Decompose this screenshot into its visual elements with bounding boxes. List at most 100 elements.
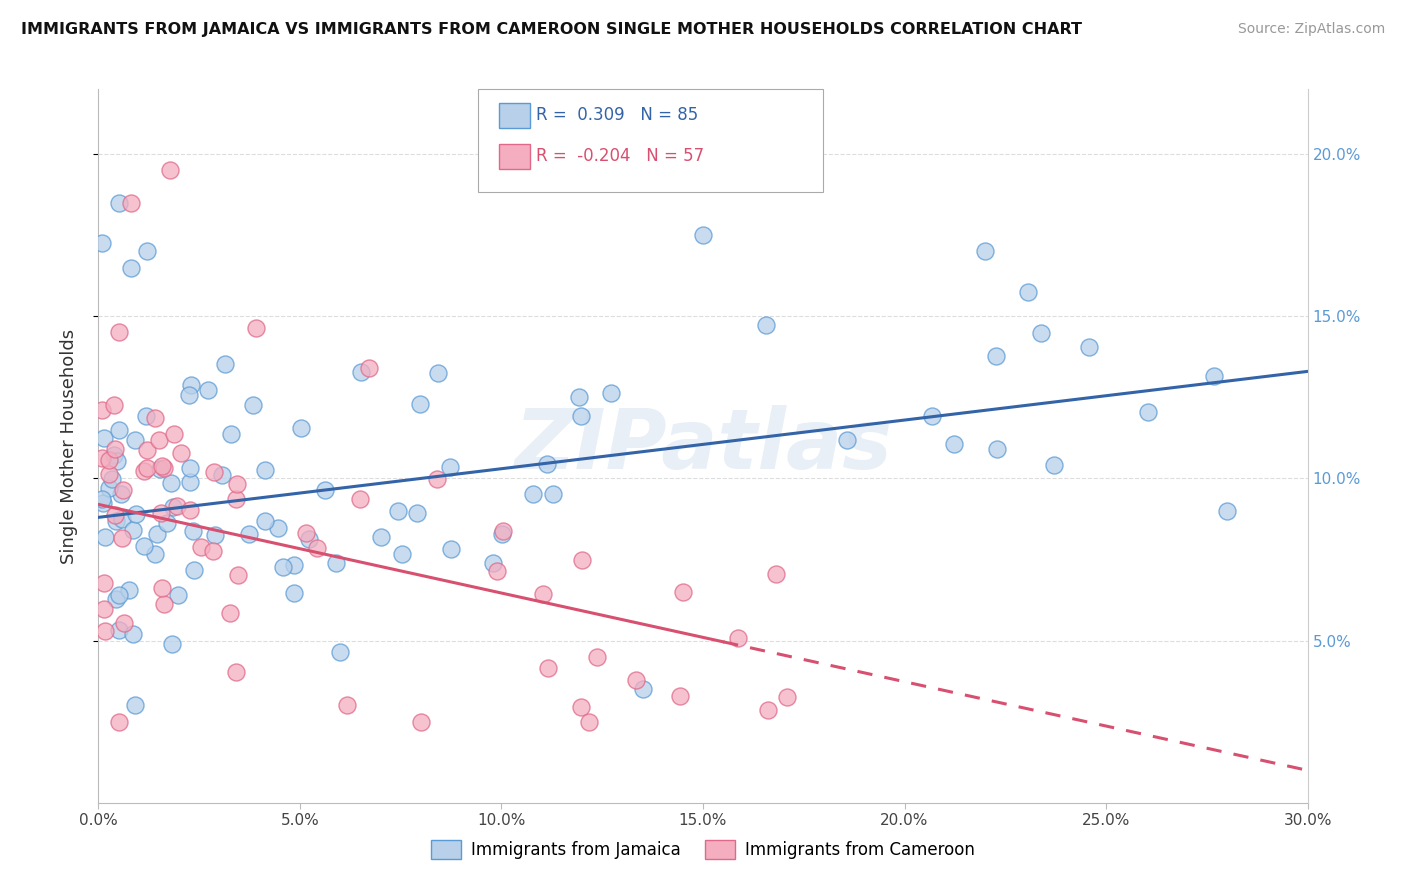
Point xyxy=(370,530,392,544)
Point xyxy=(111,531,134,545)
Point xyxy=(160,476,183,491)
Point xyxy=(942,436,965,450)
Point xyxy=(837,433,859,447)
Point xyxy=(183,563,205,577)
Point xyxy=(94,624,117,638)
Point xyxy=(357,361,380,376)
Point xyxy=(522,487,544,501)
Point xyxy=(426,472,449,486)
Point xyxy=(167,588,190,602)
Point xyxy=(150,459,173,474)
Point xyxy=(776,690,799,704)
Point xyxy=(120,195,142,210)
Point xyxy=(986,349,1008,363)
Point xyxy=(631,682,654,697)
Point xyxy=(387,504,409,518)
Point xyxy=(93,431,115,445)
Point xyxy=(568,390,591,404)
Point xyxy=(170,446,193,460)
Point xyxy=(190,540,212,554)
Legend: Immigrants from Jamaica, Immigrants from Cameroon: Immigrants from Jamaica, Immigrants from… xyxy=(425,833,981,866)
Point xyxy=(163,427,186,442)
Point xyxy=(117,583,139,598)
Point xyxy=(104,515,127,529)
Point xyxy=(93,602,115,616)
Point xyxy=(91,451,114,466)
Point xyxy=(242,398,264,412)
Point xyxy=(1137,404,1160,418)
Point xyxy=(107,195,129,210)
Point xyxy=(146,526,169,541)
Point xyxy=(1216,504,1239,518)
Point xyxy=(166,499,188,513)
Point xyxy=(219,607,242,621)
Point xyxy=(110,487,132,501)
Point xyxy=(1078,341,1101,355)
Point xyxy=(569,409,592,423)
Point xyxy=(485,564,508,578)
Point xyxy=(727,631,749,645)
Point xyxy=(204,528,226,542)
Point xyxy=(122,524,145,538)
Point xyxy=(283,558,305,573)
Point xyxy=(91,492,114,507)
Point xyxy=(427,366,450,380)
Point xyxy=(104,442,127,456)
Point xyxy=(91,402,114,417)
Point xyxy=(1202,369,1225,384)
Point xyxy=(214,357,236,371)
Point xyxy=(97,481,120,495)
Point xyxy=(143,411,166,425)
Point xyxy=(307,541,329,555)
Point xyxy=(531,586,554,600)
Point xyxy=(149,506,172,520)
Point xyxy=(120,260,142,275)
Point xyxy=(481,556,503,570)
Point xyxy=(112,483,135,498)
Point xyxy=(197,384,219,398)
Point xyxy=(986,442,1008,456)
Text: IMMIGRANTS FROM JAMAICA VS IMMIGRANTS FROM CAMEROON SINGLE MOTHER HOUSEHOLDS COR: IMMIGRANTS FROM JAMAICA VS IMMIGRANTS FR… xyxy=(21,22,1083,37)
Point xyxy=(219,426,242,441)
Point xyxy=(124,433,146,447)
Point xyxy=(297,532,319,546)
Text: Source: ZipAtlas.com: Source: ZipAtlas.com xyxy=(1237,22,1385,37)
Point xyxy=(440,542,463,557)
Point xyxy=(152,461,174,475)
Point xyxy=(668,689,690,703)
Point xyxy=(408,397,430,411)
Point xyxy=(1029,326,1052,340)
Point xyxy=(94,530,117,544)
Point xyxy=(107,623,129,637)
Point xyxy=(104,508,127,522)
Point xyxy=(136,443,159,458)
Point xyxy=(135,409,157,423)
Point xyxy=(765,567,787,582)
Point xyxy=(180,378,202,392)
Point xyxy=(134,540,156,554)
Point xyxy=(325,556,347,570)
Point xyxy=(624,673,647,688)
Text: ZIPatlas: ZIPatlas xyxy=(515,406,891,486)
Point xyxy=(98,453,121,467)
Point xyxy=(156,516,179,530)
Point xyxy=(974,244,997,259)
Point xyxy=(91,495,114,509)
Point xyxy=(145,547,167,561)
Point xyxy=(135,244,157,259)
Point xyxy=(1043,458,1066,472)
Point xyxy=(91,236,114,251)
Point xyxy=(755,318,778,332)
Point xyxy=(103,448,125,462)
Point xyxy=(225,665,247,679)
Point xyxy=(132,464,155,478)
Point xyxy=(179,503,201,517)
Point xyxy=(148,433,170,447)
Point xyxy=(104,592,127,607)
Point xyxy=(536,457,558,471)
Point xyxy=(225,476,247,491)
Point xyxy=(150,582,173,596)
Point xyxy=(283,586,305,600)
Point xyxy=(405,506,427,520)
Point xyxy=(541,487,564,501)
